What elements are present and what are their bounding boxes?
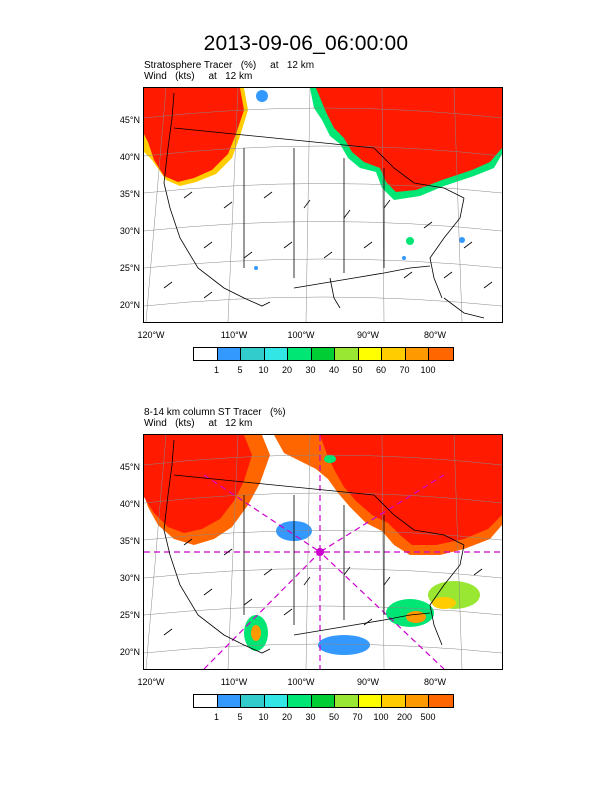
panel2-transect-center	[316, 548, 324, 556]
colorbar-swatch	[194, 695, 218, 707]
colorbar-label: 30	[305, 365, 316, 375]
panel1-tracer-patch	[402, 256, 406, 260]
colorbar-label: 50	[328, 712, 339, 722]
colorbar-label: 500	[420, 712, 436, 722]
panel2-map	[143, 434, 503, 670]
panel1-lat-label: 40°N	[119, 152, 140, 162]
panel2-tracer-patch	[406, 611, 426, 623]
colorbar-label: 20	[281, 365, 292, 375]
colorbar-label: 10	[258, 365, 269, 375]
panel1-lon-label: 100°W	[287, 330, 315, 340]
panel2-lat-label: 40°N	[119, 499, 140, 509]
panel2-lon-label: 90°W	[356, 677, 380, 687]
panel1-lon-label: 110°W	[220, 330, 248, 340]
panel1-tracer-patch	[254, 266, 258, 270]
panel1-lat-label: 30°N	[119, 226, 140, 236]
colorbar-swatch	[335, 348, 359, 360]
colorbar-swatch	[288, 695, 312, 707]
colorbar-label: 5	[237, 365, 243, 375]
panel2-lat-label: 30°N	[119, 573, 140, 583]
panel1-tracer-patch	[256, 90, 268, 102]
panel2-lon-label: 80°W	[423, 677, 447, 687]
panel1-tracer-ne	[316, 88, 502, 192]
colorbar-label: 50	[352, 365, 363, 375]
colorbar-swatch	[382, 695, 406, 707]
colorbar-label: 1	[213, 365, 219, 375]
panel1-coastline	[163, 92, 485, 319]
colorbar-label: 40	[328, 365, 339, 375]
panel2-lat-label: 45°N	[119, 462, 140, 472]
colorbar-swatch	[217, 695, 241, 707]
panel2-lon-label: 110°W	[220, 677, 248, 687]
panel1-lat-label: 35°N	[119, 189, 140, 199]
panel2-tracer-patch	[432, 597, 456, 609]
colorbar-swatch	[429, 695, 453, 707]
colorbar-label: 100	[373, 712, 389, 722]
panel2-tracer-ne	[320, 435, 502, 545]
panel2-lat-label: 35°N	[119, 536, 140, 546]
panel2-lon-label: 120°W	[137, 677, 165, 687]
panel1-tracer-patch	[406, 237, 414, 245]
colorbar-swatch	[405, 695, 429, 707]
panel1-map-svg	[144, 88, 502, 322]
colorbar-label: 200	[396, 712, 413, 722]
colorbar-swatch	[264, 348, 288, 360]
panel2-label-line2: Wind (kts) at 12 km	[144, 418, 253, 429]
colorbar-swatch	[335, 695, 359, 707]
panel2-lon-label: 100°W	[287, 677, 315, 687]
colorbar-swatch	[288, 348, 312, 360]
panel1-lon-label: 80°W	[423, 330, 447, 340]
colorbar-label: 10	[258, 712, 269, 722]
colorbar-swatch	[264, 695, 288, 707]
panel2-map-svg	[144, 435, 502, 669]
panel1-graticule	[144, 88, 502, 322]
panel2-tracer-patch	[318, 635, 370, 655]
panel2-colorbar	[193, 694, 454, 708]
panel2-tracer-patch	[251, 625, 261, 641]
colorbar-swatch	[241, 695, 265, 707]
panel1-lat-label: 25°N	[119, 263, 140, 273]
colorbar-swatch	[217, 348, 241, 360]
panel1-lat-label: 45°N	[119, 115, 140, 125]
panel1-lat-label: 20°N	[119, 300, 140, 310]
panel2-label-line1: 8-14 km column ST Tracer (%)	[144, 407, 286, 418]
panel2-tracer-patch	[324, 455, 336, 463]
colorbar-swatch	[358, 348, 382, 360]
colorbar-swatch	[194, 348, 218, 360]
colorbar-swatch	[241, 348, 265, 360]
colorbar-label: 5	[237, 712, 243, 722]
panel2-tracer-nw	[144, 435, 252, 533]
panel1-lon-label: 120°W	[137, 330, 165, 340]
colorbar-swatch	[311, 348, 335, 360]
colorbar-label: 100	[420, 365, 436, 375]
panel1-map	[143, 87, 503, 323]
panel1-colorbar	[193, 347, 454, 361]
panel2-wind-barbs	[163, 538, 483, 636]
colorbar-swatch	[382, 348, 406, 360]
colorbar-swatch	[405, 348, 429, 360]
panel2-coastline	[163, 439, 465, 654]
colorbar-swatch	[358, 695, 382, 707]
colorbar-swatch	[429, 348, 453, 360]
panel2-lat-label: 25°N	[119, 610, 140, 620]
colorbar-label: 30	[305, 712, 316, 722]
colorbar-label: 20	[281, 712, 292, 722]
panel1-lon-label: 90°W	[356, 330, 380, 340]
figure-title: 2013-09-06_06:00:00	[203, 32, 409, 55]
colorbar-label: 70	[352, 712, 363, 722]
panel1-tracer-patch	[459, 237, 465, 243]
colorbar-label: 1	[213, 712, 219, 722]
colorbar-swatch	[311, 695, 335, 707]
panel1-wind-barbs	[163, 191, 493, 299]
colorbar-label: 70	[399, 365, 410, 375]
panel1-label-line2: Wind (kts) at 12 km	[144, 71, 253, 82]
panel1-label-line1: Stratosphere Tracer (%) at 12 km	[144, 60, 315, 71]
colorbar-label: 60	[375, 365, 386, 375]
panel2-lat-label: 20°N	[119, 647, 140, 657]
